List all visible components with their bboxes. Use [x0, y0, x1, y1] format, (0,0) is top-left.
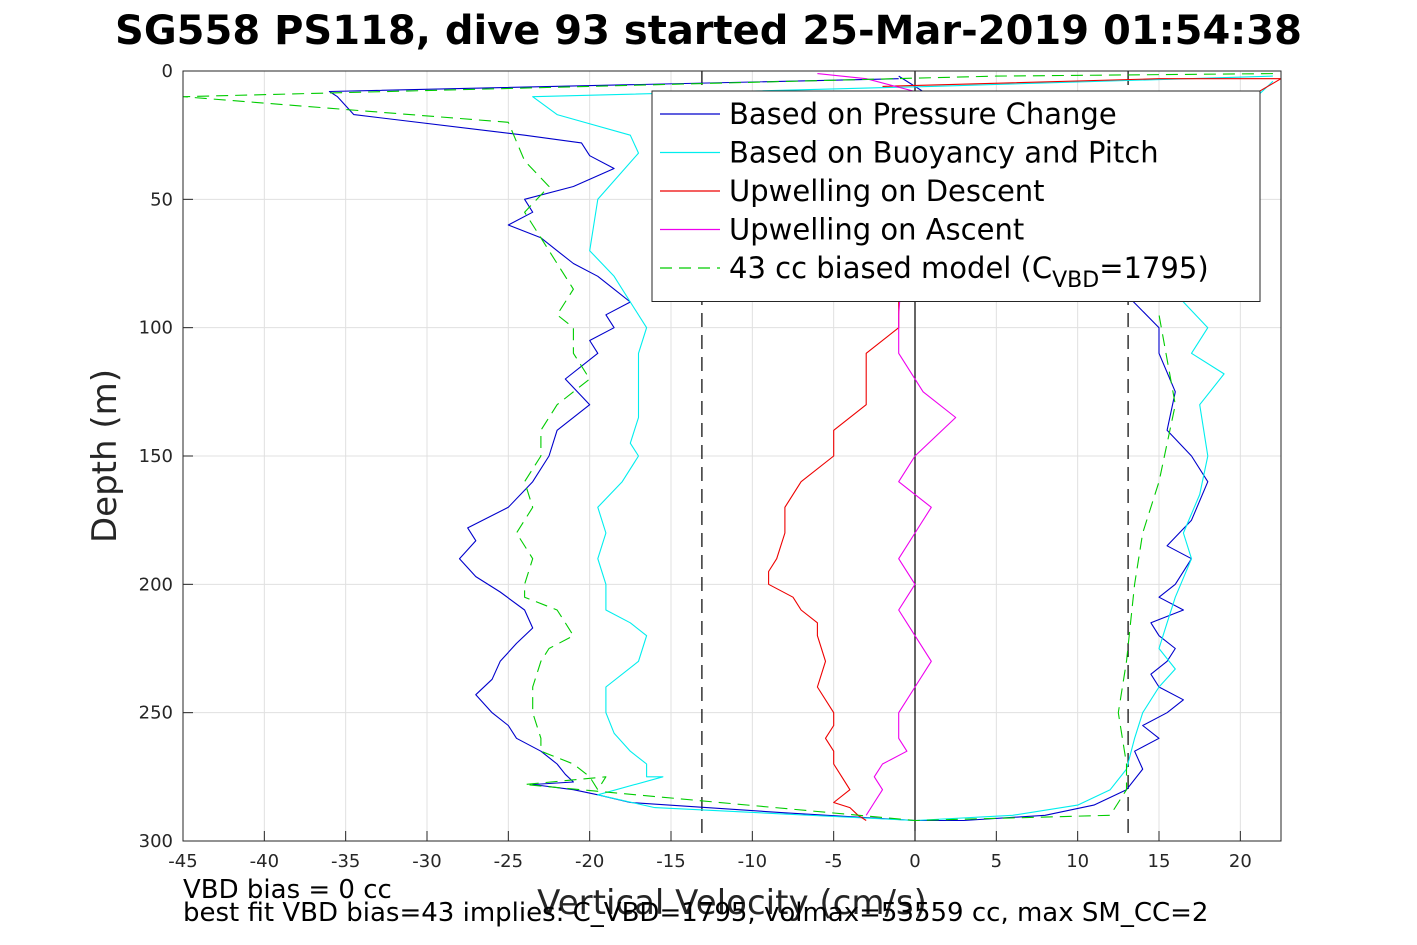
y-tick-label: 0 — [162, 61, 173, 82]
legend: Based on Pressure Change Based on Buoyanc… — [651, 90, 1261, 302]
vbd-bias-note: VBD bias = 0 cc — [183, 875, 392, 905]
series-line — [182, 73, 1273, 822]
x-tick-label: 0 — [909, 851, 920, 872]
legend-entry-label: Upwelling on Ascent — [729, 213, 1024, 247]
x-tick-label: 15 — [1148, 851, 1171, 872]
data-series — [182, 73, 1282, 822]
x-tick-label: -5 — [825, 851, 843, 872]
y-tick-label: 50 — [150, 189, 173, 210]
x-tick-label: 10 — [1066, 851, 1089, 872]
legend-entry-label: Based on Buoyancy and Pitch — [729, 136, 1159, 170]
x-tick-label: -35 — [331, 851, 360, 872]
axis-ticks: -45 -40 -35 -30 -25 -20 -15 -10 -5 0 5 10 15 20050100… — [139, 61, 1252, 872]
y-tick-label: 100 — [139, 318, 173, 339]
x-tick-label: -20 — [575, 851, 604, 872]
y-tick-label: 300 — [139, 831, 173, 852]
series-line — [817, 73, 957, 816]
x-axis-label: Vertical Velocity (cm/s) — [537, 883, 927, 923]
best-fit-note: best fit VBD bias=43 implies: C_VBD=1795… — [183, 898, 1209, 928]
y-tick-label: 250 — [139, 703, 173, 724]
x-tick-label: -40 — [250, 851, 279, 872]
series-line — [768, 78, 1282, 821]
series-line — [532, 75, 1274, 822]
series-line — [328, 75, 1209, 822]
x-tick-label: 5 — [991, 851, 1002, 872]
y-axis-label: Depth (m) — [85, 369, 125, 543]
legend-entry-label: Based on Pressure Change — [729, 97, 1117, 131]
y-tick-label: 150 — [139, 446, 173, 467]
legend-entry-label: 43 cc biased model (CVBD=1795) — [729, 251, 1209, 293]
x-tick-label: -45 — [168, 851, 197, 872]
x-tick-label: 20 — [1229, 851, 1252, 872]
legend-box — [651, 90, 1261, 302]
y-tick-label: 200 — [139, 574, 173, 595]
x-tick-label: -25 — [494, 851, 523, 872]
legend-entry-label: Upwelling on Descent — [729, 174, 1045, 208]
x-tick-label: -15 — [656, 851, 685, 872]
x-tick-label: -30 — [412, 851, 441, 872]
x-tick-label: -10 — [738, 851, 767, 872]
chart-title: SG558 PS118, dive 93 started 25-Mar-2019… — [115, 8, 1302, 54]
